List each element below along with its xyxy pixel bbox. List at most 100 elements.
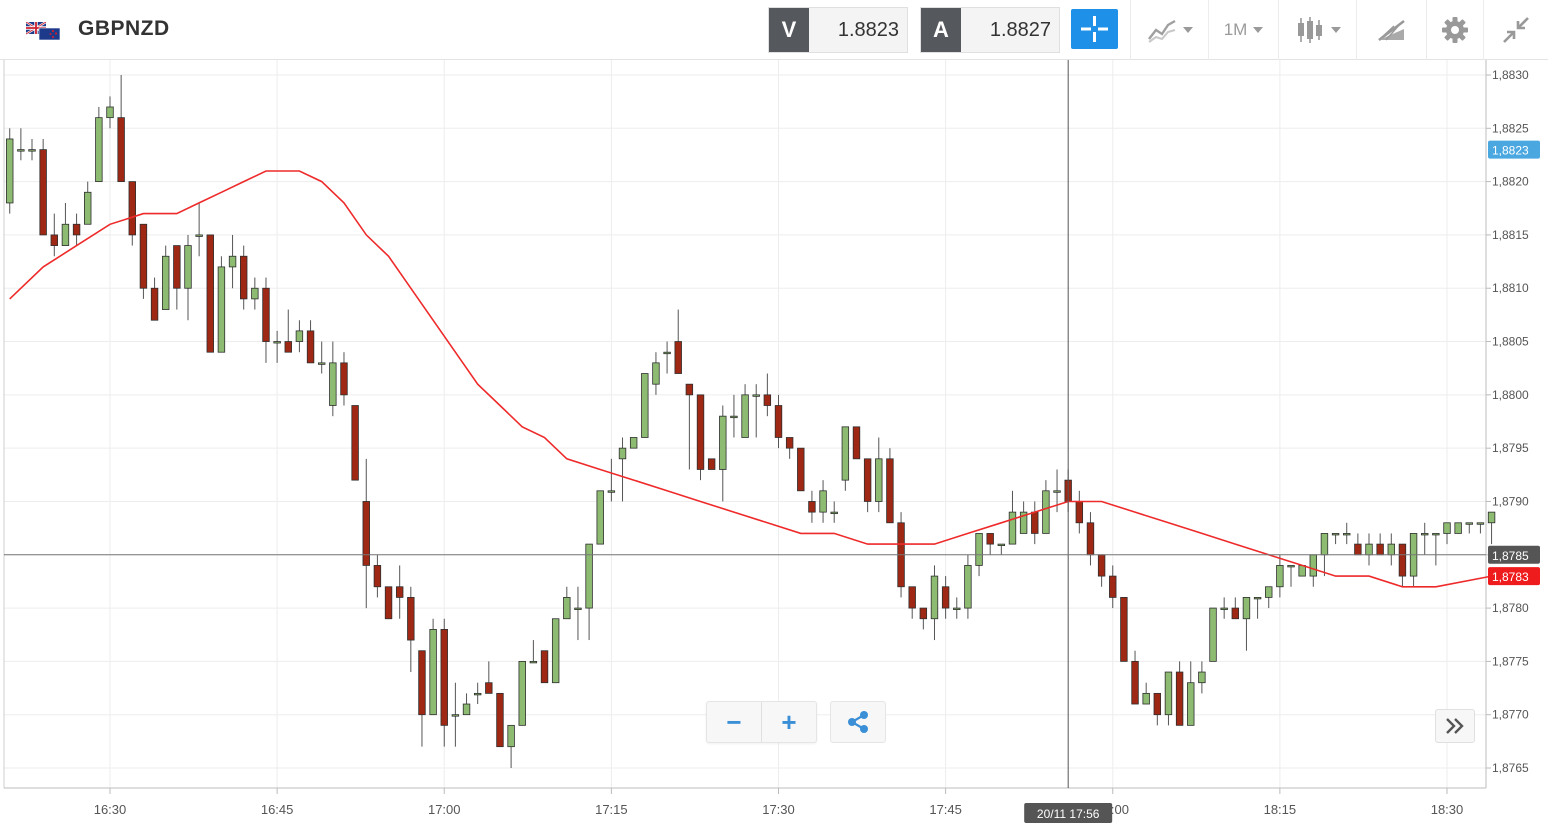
chevrons-right-icon — [1446, 718, 1464, 734]
candle-up — [1421, 533, 1429, 536]
zoom-out-button[interactable]: − — [726, 706, 742, 737]
candle-down — [1354, 543, 1362, 556]
sell-tag: V — [769, 8, 809, 52]
y-tick-label: 1,8825 — [1492, 121, 1529, 135]
sell-price-button[interactable]: V 1.8823 — [768, 7, 908, 53]
crosshair-price-label: 1,8785 — [1492, 549, 1529, 563]
candle-down — [418, 650, 426, 716]
candle-down — [395, 586, 404, 598]
timeframe-label: 1M — [1223, 20, 1248, 39]
candle-up — [830, 511, 838, 515]
candle-down — [284, 341, 292, 353]
candle-up — [652, 362, 660, 385]
candle-up — [953, 607, 961, 610]
sell-price: 1.8823 — [809, 8, 907, 52]
x-tick-label: 17:15 — [595, 802, 628, 817]
candle-down — [340, 362, 348, 396]
x-tick-label: 16:30 — [94, 802, 127, 817]
settings-button[interactable] — [1426, 0, 1483, 60]
candle-down — [774, 405, 783, 438]
y-tick-label: 1,8790 — [1492, 494, 1529, 508]
drawing-tools-button[interactable] — [1356, 0, 1426, 60]
candle-up — [1142, 692, 1150, 705]
y-tick-label: 1,8820 — [1492, 175, 1529, 189]
candle-down — [797, 447, 805, 492]
candle-up — [195, 234, 203, 237]
candle-down — [50, 234, 58, 246]
share-icon — [848, 711, 868, 733]
chart-type-button[interactable] — [1130, 0, 1208, 60]
candle-up — [629, 437, 638, 449]
indicators-button[interactable] — [1278, 0, 1356, 60]
candle-up — [975, 533, 983, 566]
candle-up — [1454, 522, 1462, 534]
candle-up — [317, 362, 326, 365]
candle-up — [473, 692, 482, 696]
crosshair-button[interactable] — [1071, 9, 1118, 49]
zoom-in-button[interactable]: + — [761, 702, 816, 742]
candle-up — [28, 149, 36, 152]
buy-price-button[interactable]: A 1.8827 — [920, 7, 1060, 53]
share-button[interactable] — [830, 701, 886, 743]
candle-up — [663, 351, 671, 355]
candle-up — [1187, 682, 1195, 726]
candle-up — [1387, 543, 1395, 556]
crosshair-icon — [1081, 16, 1108, 42]
candle-down — [362, 501, 370, 566]
price-chart[interactable]: 1,8830 1,8825 1,8820 1,8815 1,8810 1,8805 1,88… — [0, 60, 1548, 827]
candle-down — [39, 149, 47, 236]
x-tick-label: 18:30 — [1431, 802, 1464, 817]
candle-down — [785, 437, 794, 449]
candle-down — [685, 383, 694, 396]
collapse-arrows-icon — [1503, 17, 1529, 43]
y-tick-label: 1,8770 — [1492, 708, 1529, 722]
candle-up — [964, 565, 972, 609]
candle-up — [1164, 671, 1173, 716]
candle-down — [1131, 660, 1139, 705]
candle-down — [540, 650, 549, 684]
candle-up — [1331, 533, 1340, 536]
collapse-button[interactable] — [1483, 0, 1548, 60]
candle-up — [529, 660, 538, 664]
candle-up — [719, 415, 727, 470]
candle-up — [273, 341, 281, 344]
candle-up — [1287, 565, 1295, 568]
candle-down — [128, 181, 136, 236]
candle-up — [1487, 511, 1496, 524]
candle-down — [117, 117, 125, 183]
candle-down — [1031, 511, 1039, 534]
candle-up — [1265, 586, 1273, 598]
candle-up — [1042, 490, 1050, 534]
candle-up — [1276, 565, 1284, 588]
candle-down — [150, 287, 159, 321]
candle-up — [251, 287, 259, 300]
candle-up — [162, 255, 170, 310]
x-tick-label: 17:45 — [929, 802, 962, 817]
y-tick-label: 1,8830 — [1492, 68, 1529, 82]
candle-down — [941, 586, 950, 609]
gear-icon — [1442, 17, 1468, 43]
candle-down — [707, 458, 716, 470]
candle-down — [1175, 671, 1184, 726]
candle-up — [1365, 543, 1373, 556]
candle-up — [1008, 511, 1017, 545]
candle-up — [95, 117, 103, 183]
zoom-controls: − + — [706, 701, 817, 743]
candle-up — [875, 458, 883, 502]
candle-up — [730, 415, 738, 419]
scroll-to-latest-button[interactable] — [1435, 709, 1475, 743]
gb-nz-flag-icon — [26, 22, 61, 40]
y-tick-label: 1,8775 — [1492, 654, 1529, 668]
candle-up — [228, 255, 237, 268]
crosshair-price-badge — [1488, 545, 1540, 564]
candle-down — [173, 245, 181, 289]
timeframe-select[interactable]: 1M — [1208, 0, 1278, 60]
candle-down — [262, 287, 270, 342]
buy-price: 1.8827 — [961, 8, 1059, 52]
candle-down — [440, 629, 448, 726]
candle-up — [429, 629, 437, 716]
candle-up — [6, 138, 14, 204]
candle-up — [596, 490, 604, 545]
candle-down — [485, 682, 493, 694]
chevron-down-icon — [1330, 27, 1341, 33]
